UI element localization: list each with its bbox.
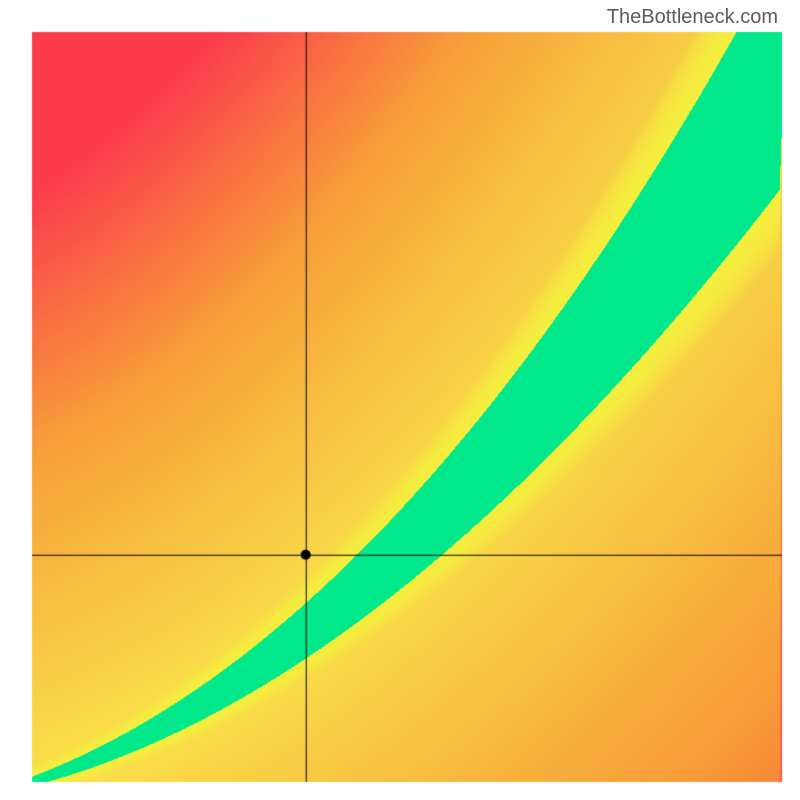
heatmap-container: TheBottleneck.com [0, 0, 800, 800]
watermark-text: TheBottleneck.com [607, 6, 778, 29]
heatmap-canvas [0, 0, 800, 800]
